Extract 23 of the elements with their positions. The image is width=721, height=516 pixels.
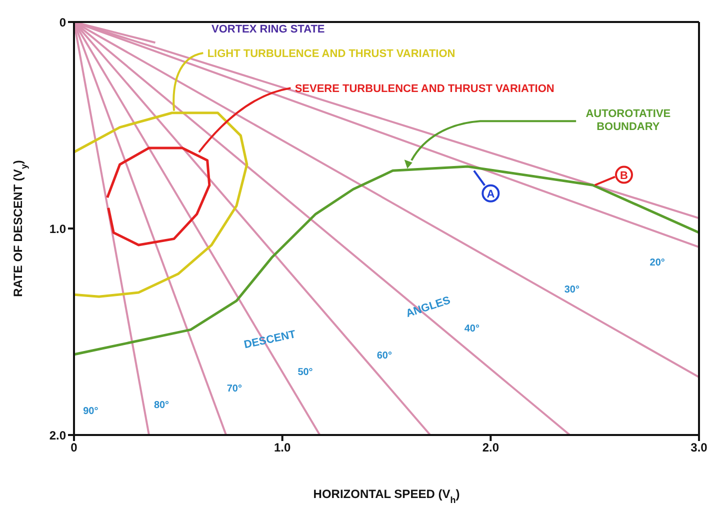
annotation: 60° xyxy=(376,350,392,362)
annotation: 30° xyxy=(564,284,580,296)
y-tick-label: 0 xyxy=(59,15,66,30)
text: SEVERE TURBULENCE AND THRUST VARIATION xyxy=(294,83,554,96)
annotation: B xyxy=(620,170,628,182)
x-tick-label: 2.0 xyxy=(482,440,500,455)
annotation: 40° xyxy=(464,324,480,335)
y-tick-label: 1.0 xyxy=(49,222,66,236)
annotation: A xyxy=(486,188,495,200)
x-tick-label: 0 xyxy=(70,440,78,455)
x-axis-title: HORIZONTAL SPEED (V$_{h}$) xyxy=(313,487,460,505)
x-tick-label: 3.0 xyxy=(690,440,708,455)
annotation: VORTEX RING STATE xyxy=(212,23,325,36)
annotation: 80° xyxy=(154,400,170,412)
text: LIGHT TURBULENCE AND THRUST VARIATION xyxy=(207,48,456,60)
text: AUTOROTATIVE BOUNDARY xyxy=(586,108,671,133)
y-tick-label: 2.0 xyxy=(49,428,66,442)
annotation: 20° xyxy=(650,258,665,269)
x-tick-label: 1.0 xyxy=(274,440,291,455)
annotation: 90° xyxy=(83,406,98,418)
annotation: 50° xyxy=(298,366,313,378)
annotation: 70° xyxy=(226,384,242,395)
annotation: DESCENT xyxy=(242,328,298,352)
